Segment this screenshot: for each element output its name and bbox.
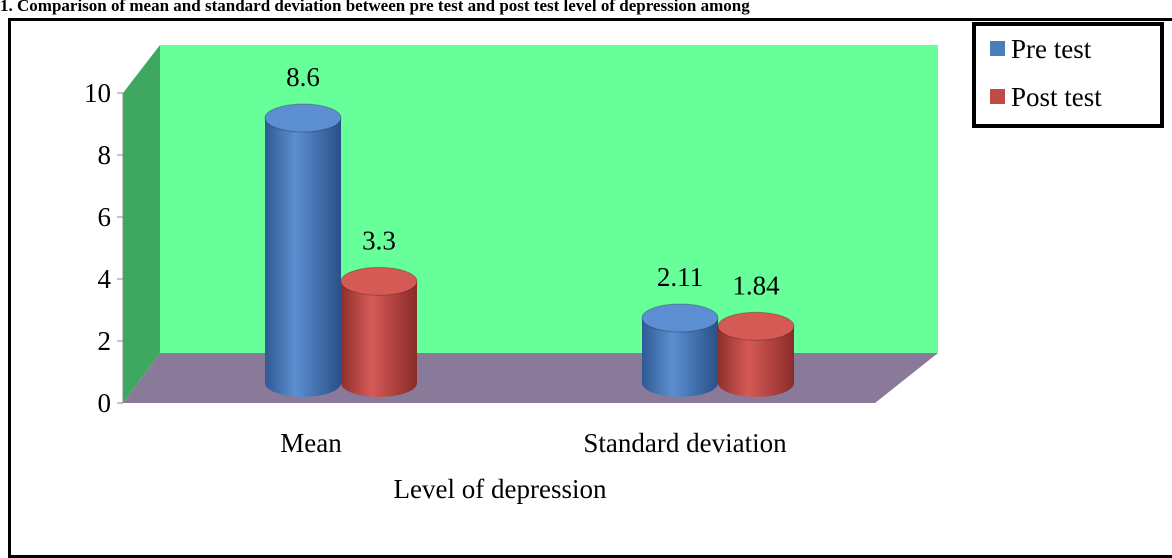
legend-item-pre-test: Pre test: [990, 34, 1091, 65]
bar-cap: [717, 311, 795, 341]
data-label-pre-test-mean: 8.6: [286, 62, 320, 92]
bar-body: [642, 317, 718, 397]
bar-cap: [641, 303, 719, 333]
bar-pre-test-mean: [264, 103, 342, 397]
legend-swatch-post-test: [990, 89, 1005, 104]
bars: [264, 103, 795, 397]
bar-post-test-standard-deviation: [717, 311, 795, 397]
bar-body: [341, 281, 417, 397]
side-wall: [123, 45, 160, 403]
floor: [123, 353, 938, 403]
bar-cap: [264, 103, 342, 133]
x-axis: Mean Standard deviation: [280, 428, 787, 458]
bar-pre-test-standard-deviation: [641, 303, 719, 397]
data-label-post-test-standard-deviation: 1.84: [732, 270, 780, 300]
data-label-post-test-mean: 3.3: [362, 225, 396, 255]
y-tick-label: 2: [98, 326, 112, 356]
y-tick-label: 0: [98, 388, 112, 418]
bar-body: [265, 118, 341, 397]
bar-post-test-mean: [340, 266, 418, 397]
x-tick-label: Mean: [280, 428, 342, 458]
legend-label: Pre test: [1011, 34, 1092, 64]
data-label-pre-test-standard-deviation: 2.11: [657, 262, 703, 292]
y-tick-label: 10: [84, 78, 111, 108]
legend: Pre test Post test: [972, 22, 1164, 128]
y-tick-label: 8: [98, 140, 112, 170]
bar-body: [718, 326, 794, 397]
legend-item-post-test: Post test: [990, 82, 1102, 113]
y-tick-label: 6: [98, 202, 112, 232]
x-tick-label: Standard deviation: [583, 428, 787, 458]
bar-cap: [340, 266, 418, 296]
x-axis-title: Level of depression: [394, 474, 607, 504]
chart-title: 1. Comparison of mean and standard devia…: [0, 0, 750, 15]
y-axis: 0 2 4 6 8 10: [84, 78, 124, 418]
legend-swatch-pre-test: [990, 41, 1005, 56]
legend-label: Post test: [1011, 82, 1102, 112]
data-labels: 8.6 2.11 3.3 1.84: [286, 62, 780, 300]
y-tick-label: 4: [98, 264, 112, 294]
chart-plot: 0 2 4 6 8 10 8.6 2.11 3.3 1.84 Mean Standard devi…: [84, 45, 938, 504]
